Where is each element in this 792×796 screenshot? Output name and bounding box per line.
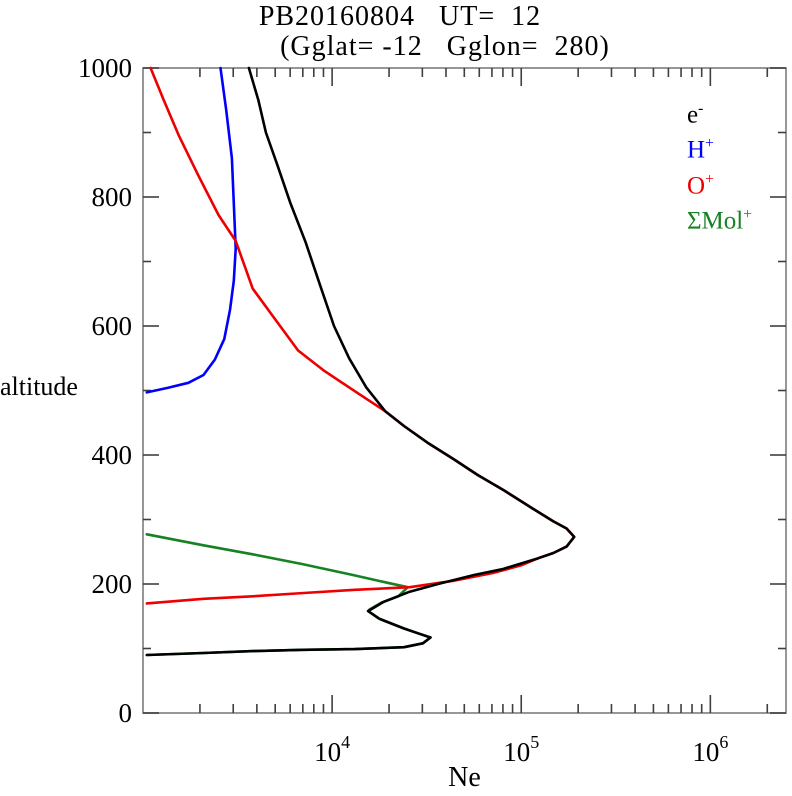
- legend-item-SMol+: ΣMol+: [687, 200, 752, 235]
- y-tick-label-600: 600: [92, 311, 133, 341]
- legend-label-superscript: +: [743, 205, 752, 223]
- legend-label: e: [687, 101, 699, 129]
- chart-title: PB20160804 UT= 12: [258, 1, 542, 32]
- y-tick-label-200: 200: [92, 569, 133, 599]
- x-axis-label: Ne: [448, 762, 481, 793]
- legend-label: ΣMol: [687, 207, 744, 235]
- legend-label-superscript: -: [698, 100, 704, 117]
- legend-label: H: [687, 136, 706, 164]
- legend: e- H+ O+ ΣMol+: [687, 94, 752, 235]
- curve-e-: [145, 66, 576, 657]
- legend-label-superscript: +: [705, 170, 714, 188]
- curve-H+: [145, 66, 237, 394]
- y-axis-label: altitude: [0, 372, 78, 401]
- legend-item-H+: H+: [687, 129, 752, 164]
- legend-item-e-: e-: [687, 94, 752, 129]
- chart-subtitle: (Gglat= -12 Gglon= 280): [280, 31, 610, 62]
- legend-label-superscript: +: [705, 135, 714, 153]
- curve-O+: [145, 66, 576, 605]
- y-tick-label-0: 0: [119, 698, 133, 728]
- y-tick-label-400: 400: [92, 440, 133, 470]
- y-tick-label-1000: 1000: [78, 53, 132, 83]
- legend-label: O: [687, 171, 706, 199]
- legend-item-O+: O+: [687, 165, 752, 200]
- y-tick-label-800: 800: [92, 182, 133, 212]
